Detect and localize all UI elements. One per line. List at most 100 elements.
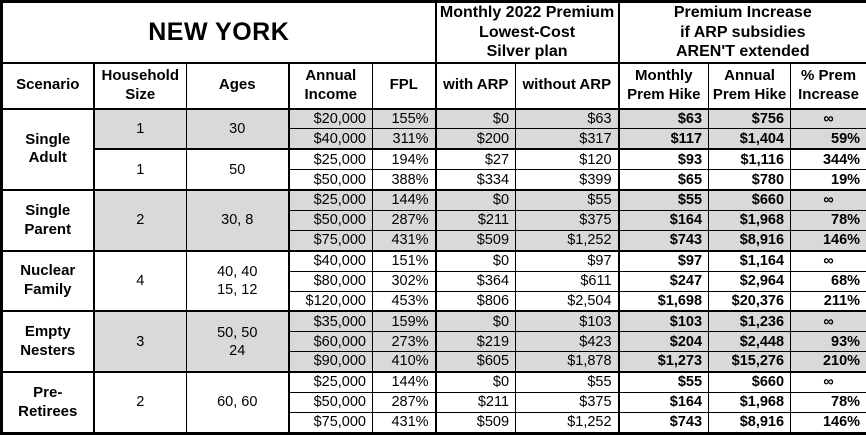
cell-monthly-hike: $117 bbox=[618, 128, 710, 151]
ages-cell: 30, 8 bbox=[186, 189, 290, 252]
cell-annual-income: $35,000 bbox=[288, 310, 373, 333]
table-row: Single Adult 1 30 $20,000 155% $0 $63 $6… bbox=[1, 108, 866, 192]
cell-annual-hike: $660 bbox=[708, 189, 792, 212]
cell-with-arp: $200 bbox=[435, 128, 517, 151]
cell-fpl: 159% bbox=[371, 310, 437, 333]
cell-pct-increase: 78% bbox=[790, 210, 866, 231]
cell-pct-increase: 146% bbox=[790, 411, 866, 435]
title-row: NEW YORK Monthly 2022 Premium Lowest-Cos… bbox=[0, 0, 866, 64]
cell-with-arp: $0 bbox=[435, 310, 517, 333]
cell-pct-increase: 93% bbox=[790, 331, 866, 353]
col-header-scenario: Scenario bbox=[1, 62, 95, 110]
cell-annual-hike: $1,236 bbox=[708, 310, 792, 333]
cell-annual-hike: $1,404 bbox=[708, 128, 792, 151]
cell-pct-increase: 68% bbox=[790, 270, 866, 292]
cell-with-arp: $27 bbox=[435, 148, 517, 171]
cell-annual-hike: $780 bbox=[708, 169, 792, 192]
cell-without-arp: $120 bbox=[515, 148, 620, 171]
table-row: $50,000 388% $334 $399 $65 $780 19% bbox=[2, 169, 866, 192]
cell-without-arp: $1,878 bbox=[515, 351, 620, 374]
cell-annual-income: $90,000 bbox=[288, 351, 373, 374]
cell-monthly-hike: $63 bbox=[618, 108, 710, 130]
cell-with-arp: $0 bbox=[435, 371, 517, 394]
cell-without-arp: $97 bbox=[515, 250, 620, 272]
cell-with-arp: $0 bbox=[435, 250, 517, 272]
cell-without-arp: $399 bbox=[515, 169, 620, 192]
cell-annual-hike: $2,964 bbox=[708, 270, 792, 292]
cell-pct-increase: ∞ bbox=[790, 108, 866, 130]
cell-without-arp: $103 bbox=[515, 310, 620, 333]
cell-with-arp: $509 bbox=[435, 229, 517, 252]
col-header-household-size: Household Size bbox=[93, 62, 187, 110]
cell-monthly-hike: $164 bbox=[618, 392, 710, 413]
group-header-premium: Monthly 2022 Premium Lowest-Cost Silver … bbox=[435, 0, 620, 64]
col-header-ages: Ages bbox=[186, 62, 290, 110]
table-row: $90,000 410% $605 $1,878 $1,273 $15,276 … bbox=[2, 351, 866, 374]
table-row: Empty Nesters 3 50, 50 24 $35,000 159% $… bbox=[1, 310, 866, 374]
cell-monthly-hike: $247 bbox=[618, 270, 710, 292]
cell-pct-increase: 211% bbox=[790, 290, 866, 313]
cell-pct-increase: 146% bbox=[790, 229, 866, 252]
cell-annual-hike: $8,916 bbox=[708, 229, 792, 252]
cell-with-arp: $509 bbox=[435, 411, 517, 435]
cell-without-arp: $317 bbox=[515, 128, 620, 151]
cell-without-arp: $63 bbox=[515, 108, 620, 130]
cell-pct-increase: 78% bbox=[790, 392, 866, 413]
cell-without-arp: $611 bbox=[515, 270, 620, 292]
group-header-increase: Premium Increase if ARP subsidies AREN'T… bbox=[618, 0, 866, 64]
cell-annual-income: $50,000 bbox=[288, 392, 373, 413]
cell-annual-hike: $1,968 bbox=[708, 210, 792, 231]
cell-fpl: 151% bbox=[371, 250, 437, 272]
cell-with-arp: $334 bbox=[435, 169, 517, 192]
table-row: $75,000 431% $509 $1,252 $743 $8,916 146… bbox=[2, 411, 866, 435]
scenario-cell: Single Adult bbox=[1, 108, 95, 192]
cell-annual-hike: $15,276 bbox=[708, 351, 792, 374]
cell-pct-increase: ∞ bbox=[790, 310, 866, 333]
cell-annual-hike: $660 bbox=[708, 371, 792, 394]
cell-pct-increase: ∞ bbox=[790, 371, 866, 394]
cell-annual-hike: $20,376 bbox=[708, 290, 792, 313]
table-row: $80,000 302% $364 $611 $247 $2,964 68% bbox=[2, 270, 866, 292]
ages-cell: 60, 60 bbox=[186, 371, 290, 435]
ages-cell: 40, 40 15, 12 bbox=[186, 250, 290, 313]
cell-annual-income: $50,000 bbox=[288, 210, 373, 231]
cell-annual-income: $25,000 bbox=[288, 371, 373, 394]
cell-fpl: 302% bbox=[371, 270, 437, 292]
cell-monthly-hike: $1,698 bbox=[618, 290, 710, 313]
cell-monthly-hike: $1,273 bbox=[618, 351, 710, 374]
cell-fpl: 273% bbox=[371, 331, 437, 353]
table-row: 1 50 $25,000 194% $27 $120 $93 $1,116 34… bbox=[2, 148, 866, 192]
household-size-cell: 2 bbox=[93, 189, 187, 252]
col-header-fpl: FPL bbox=[371, 62, 437, 110]
cell-fpl: 388% bbox=[371, 169, 437, 192]
cell-annual-income: $20,000 bbox=[288, 108, 373, 130]
scenario-cell: Nuclear Family bbox=[1, 250, 95, 313]
cell-pct-increase: 344% bbox=[790, 148, 866, 171]
cell-monthly-hike: $93 bbox=[618, 148, 710, 171]
table-row: $50,000 287% $211 $375 $164 $1,968 78% bbox=[2, 392, 866, 413]
cell-monthly-hike: $55 bbox=[618, 189, 710, 212]
cell-without-arp: $375 bbox=[515, 392, 620, 413]
cell-without-arp: $375 bbox=[515, 210, 620, 231]
cell-without-arp: $423 bbox=[515, 331, 620, 353]
cell-pct-increase: ∞ bbox=[790, 250, 866, 272]
cell-annual-income: $25,000 bbox=[288, 148, 373, 171]
household-size-cell: 1 bbox=[93, 148, 187, 192]
table-row: Pre- Retirees 2 60, 60 $25,000 144% $0 $… bbox=[1, 371, 866, 435]
table-row: $40,000 311% $200 $317 $117 $1,404 59% bbox=[2, 128, 866, 151]
cell-without-arp: $1,252 bbox=[515, 229, 620, 252]
cell-monthly-hike: $743 bbox=[618, 229, 710, 252]
cell-fpl: 453% bbox=[371, 290, 437, 313]
cell-annual-hike: $1,116 bbox=[708, 148, 792, 171]
cell-fpl: 155% bbox=[371, 108, 437, 130]
cell-annual-income: $25,000 bbox=[288, 189, 373, 212]
cell-with-arp: $211 bbox=[435, 210, 517, 231]
table-row: $120,000 453% $806 $2,504 $1,698 $20,376… bbox=[2, 290, 866, 313]
cell-annual-income: $80,000 bbox=[288, 270, 373, 292]
scenario-cell: Single Parent bbox=[1, 189, 95, 252]
cell-annual-income: $40,000 bbox=[288, 250, 373, 272]
household-size-cell: 1 bbox=[93, 108, 187, 151]
cell-fpl: 144% bbox=[371, 371, 437, 394]
cell-without-arp: $2,504 bbox=[515, 290, 620, 313]
